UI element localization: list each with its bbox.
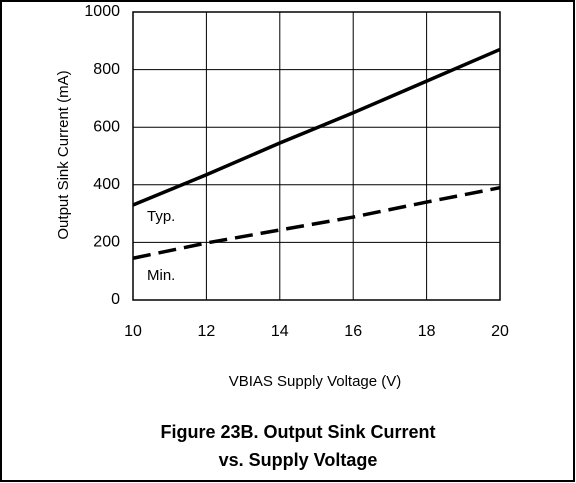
- y-tick-label: 0: [111, 291, 120, 308]
- x-axis-label: VBIAS Supply Voltage (V): [229, 373, 402, 390]
- y-tick-label: 600: [93, 118, 120, 135]
- chart-title: Figure 23B. Output Sink Current: [160, 422, 435, 442]
- plot-border: [132, 11, 501, 301]
- chart-title: vs. Supply Voltage: [219, 450, 378, 470]
- y-tick-label: 400: [93, 176, 120, 193]
- y-tick-label: 800: [93, 61, 120, 78]
- x-tick-label: 10: [124, 323, 142, 340]
- x-tick-label: 20: [491, 323, 509, 340]
- x-tick-label: 12: [198, 323, 216, 340]
- y-tick-label: 1000: [84, 3, 120, 20]
- line-series: [132, 185, 501, 260]
- x-tick-label: 16: [344, 323, 362, 340]
- series-label: Min.: [147, 267, 175, 284]
- line-series: [132, 47, 501, 207]
- y-axis-label: Output Sink Current (mA): [55, 70, 72, 239]
- x-tick-label: 14: [271, 323, 289, 340]
- x-tick-label: 18: [418, 323, 436, 340]
- y-tick-label: 200: [93, 234, 120, 251]
- series-label: Typ.: [147, 208, 175, 225]
